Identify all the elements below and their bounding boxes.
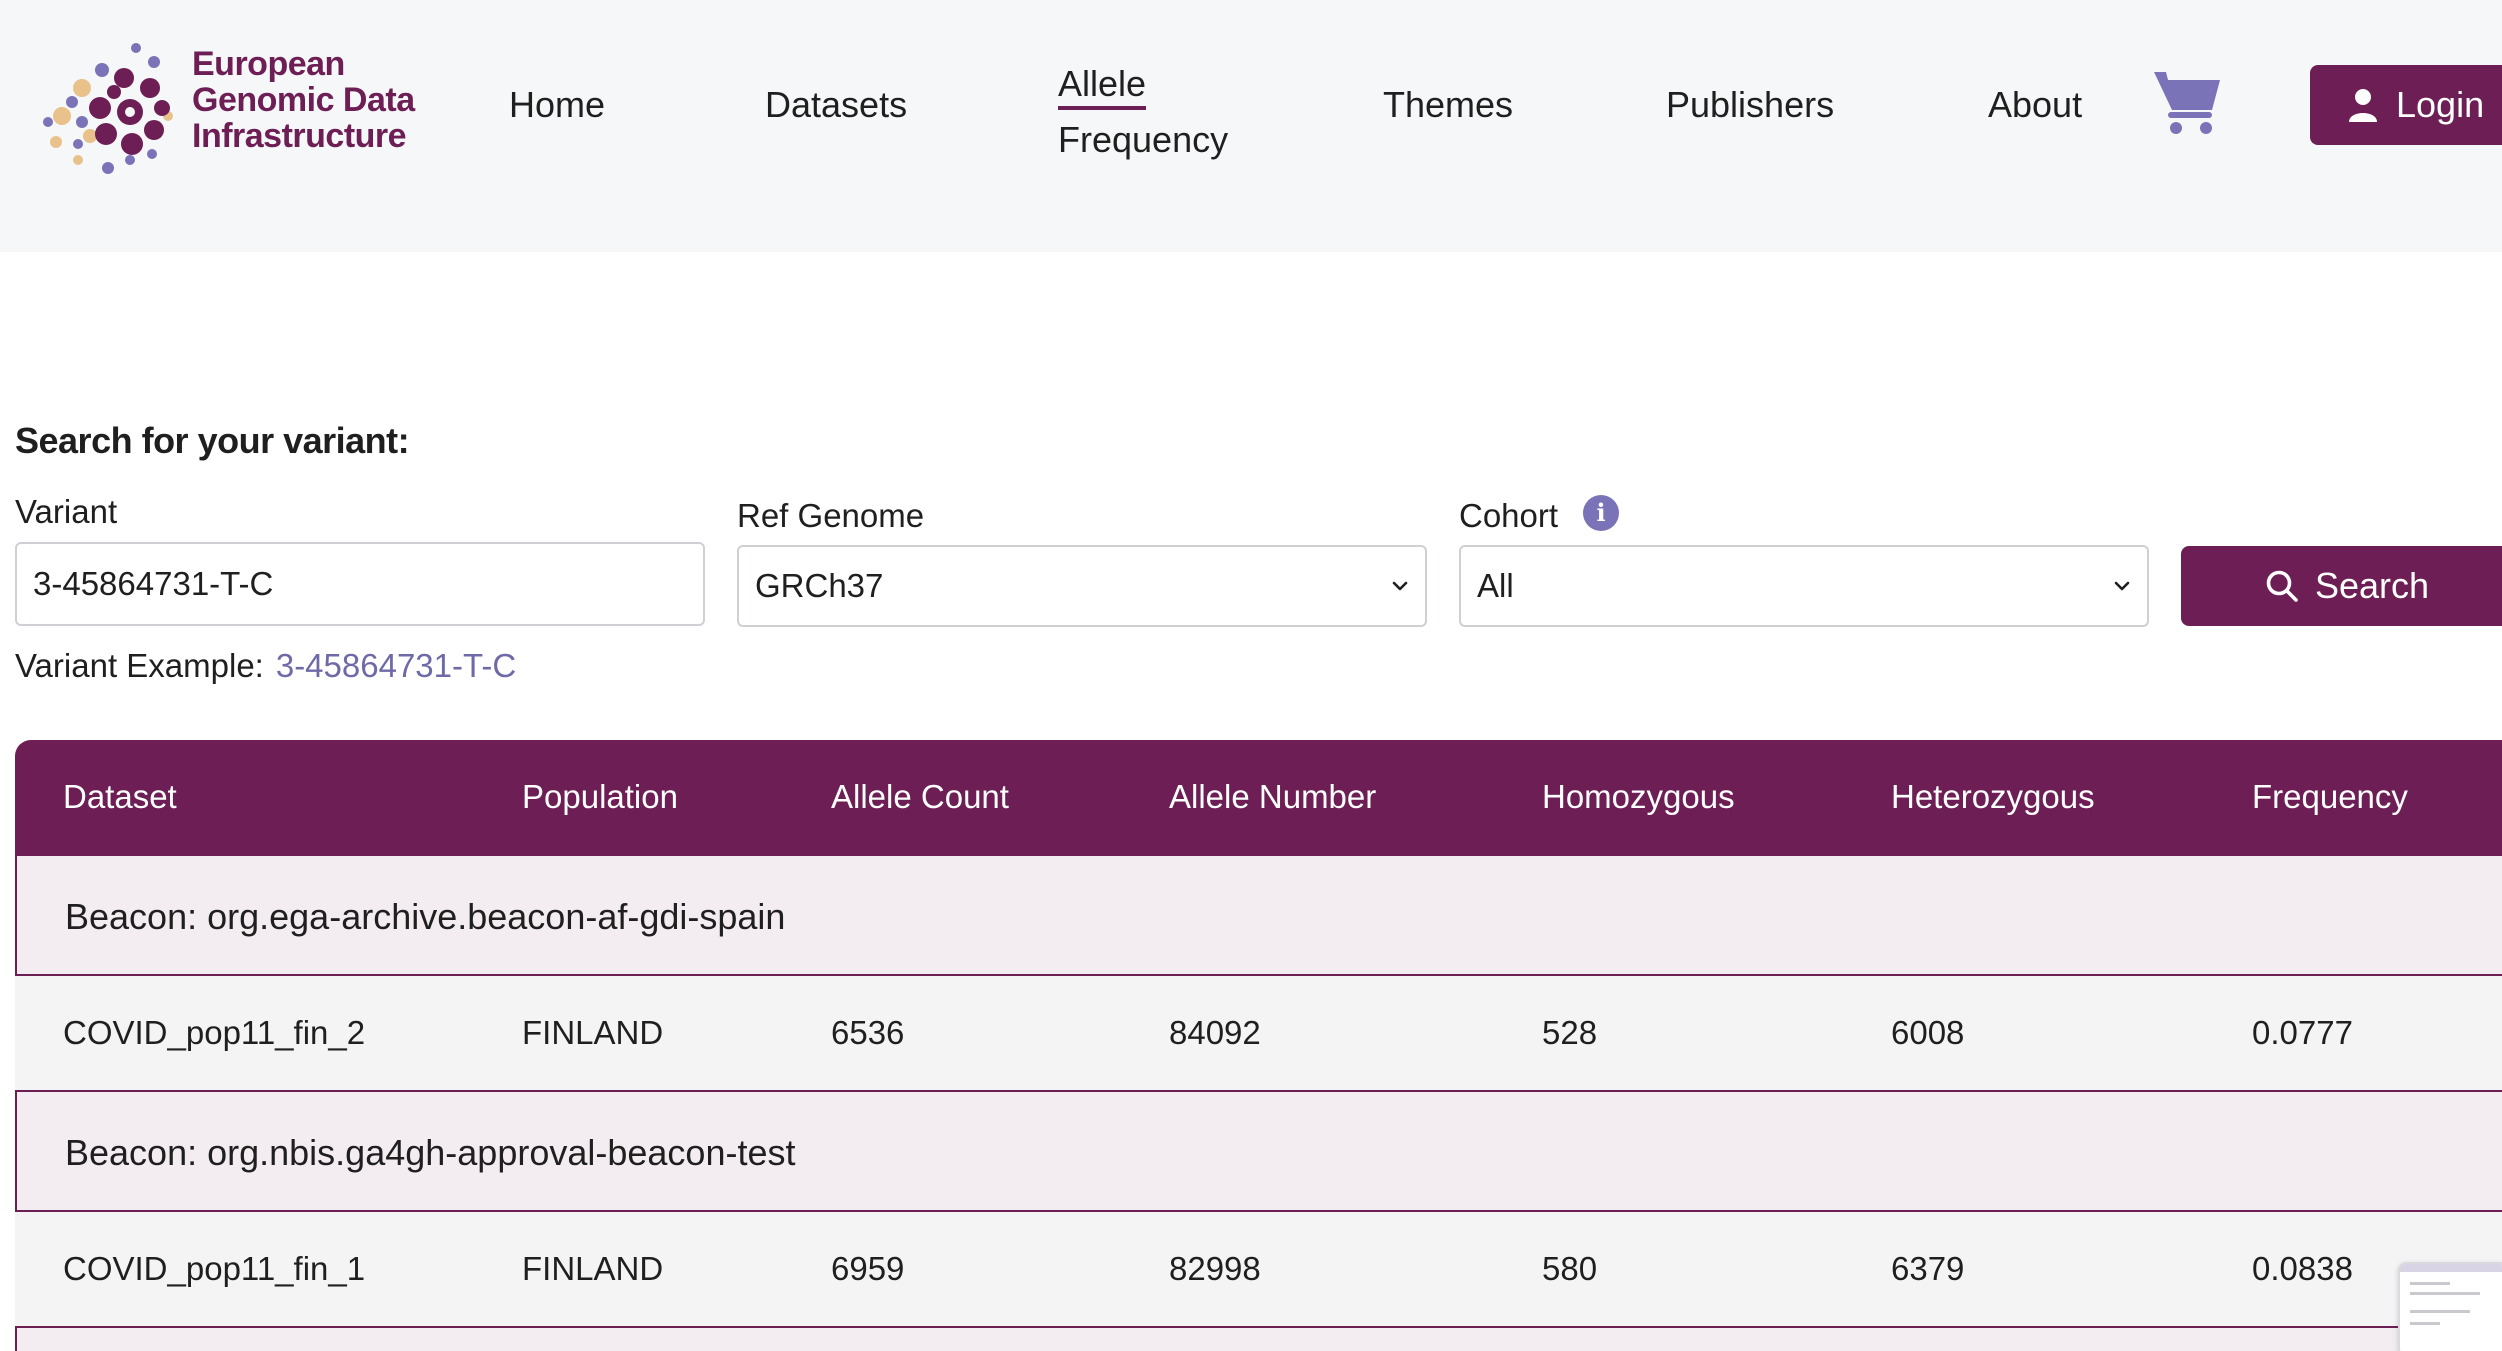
nav-themes[interactable]: Themes: [1383, 84, 1514, 125]
table-row: COVID_pop11_fin_1 FINLAND 6959 82998 580…: [15, 1212, 2502, 1326]
variant-input[interactable]: 3-45864731-T-C: [15, 542, 705, 626]
cell-dataset: COVID_pop11_fin_1: [63, 1250, 366, 1287]
search-icon: [2266, 570, 2298, 602]
nav-allele-line-1: Allele: [1058, 62, 1147, 110]
beacon-group-title: Beacon: org.ega-archive.beacon-af-gdi-sp…: [65, 896, 786, 937]
cell-population: FINLAND: [522, 1014, 664, 1051]
beacon-group-row: Beacon: org.nbis.ga4gh-approval-beacon-t…: [15, 1090, 2502, 1212]
variant-example: Variant Example: 3-45864731-T-C: [15, 647, 516, 685]
thumbnail-bar: [2400, 1264, 2502, 1272]
header-heterozygous[interactable]: Heterozygous: [1891, 778, 2095, 815]
cell-heterozygous: 6379: [1891, 1250, 1965, 1287]
search-button[interactable]: Search: [2181, 546, 2502, 626]
ref-genome-select[interactable]: GRCh37: [737, 545, 1427, 627]
table-header: Dataset Population Allele Count Allele N…: [15, 740, 2502, 854]
beacon-group-title: Beacon: org.nbis.ga4gh-approval-beacon-t…: [65, 1132, 796, 1173]
cell-frequency: 0.0838: [2252, 1250, 2353, 1287]
gdi-logo[interactable]: European Genomic Data Infrastructure: [26, 30, 426, 180]
nav-allele-frequency[interactable]: Allele Frequency: [1058, 56, 1228, 168]
beacon-group-row-partial: [15, 1326, 2502, 1351]
variant-label: Variant: [15, 493, 118, 530]
chevron-down-icon: [1392, 581, 1408, 591]
user-icon: [2349, 89, 2377, 122]
thumbnail-line: [2410, 1322, 2440, 1325]
cell-allele-number: 84092: [1169, 1014, 1261, 1051]
chevron-down-icon: [2114, 581, 2130, 591]
header-dataset[interactable]: Dataset: [63, 778, 177, 815]
nav-home[interactable]: Home: [509, 84, 606, 125]
search-button-label: Search: [2315, 565, 2430, 606]
nav-allele-line-2: Frequency: [1058, 119, 1229, 160]
nav-publishers[interactable]: Publishers: [1666, 84, 1835, 125]
variant-example-link[interactable]: 3-45864731-T-C: [275, 647, 517, 684]
header-homozygous[interactable]: Homozygous: [1542, 778, 1735, 815]
info-icon[interactable]: i: [1583, 495, 1619, 531]
cohort-label: Cohort: [1459, 497, 1559, 534]
cell-allele-count: 6959: [831, 1250, 905, 1287]
screenshot-thumbnail[interactable]: [2398, 1262, 2502, 1351]
ref-genome-label: Ref Genome: [737, 497, 925, 534]
cell-population: FINLAND: [522, 1250, 664, 1287]
header-frequency[interactable]: Frequency: [2252, 778, 2408, 815]
results-table: Dataset Population Allele Count Allele N…: [15, 740, 2502, 1351]
cell-allele-number: 82998: [1169, 1250, 1261, 1287]
shopping-cart-icon[interactable]: [2152, 68, 2222, 138]
thumbnail-line: [2410, 1310, 2470, 1313]
thumbnail-line: [2410, 1292, 2480, 1295]
gdi-logo-mark: [43, 43, 173, 174]
brand-line-1: European: [192, 45, 345, 83]
cell-dataset: COVID_pop11_fin_2: [63, 1014, 366, 1051]
header-population[interactable]: Population: [522, 778, 678, 815]
table-row: COVID_pop11_fin_2 FINLAND 6536 84092 528…: [15, 976, 2502, 1090]
cohort-value: All: [1477, 567, 1514, 604]
gdi-logo-text: European Genomic Data Infrastructure: [192, 46, 415, 154]
brand-line-3: Infrastructure: [192, 117, 407, 155]
header-allele-count[interactable]: Allele Count: [831, 778, 1009, 815]
variant-input-value: 3-45864731-T-C: [33, 565, 274, 602]
nav-about[interactable]: About: [1988, 84, 2083, 125]
nav-datasets[interactable]: Datasets: [765, 84, 908, 125]
cell-frequency: 0.0777: [2252, 1014, 2353, 1051]
cell-homozygous: 528: [1542, 1014, 1598, 1051]
login-button[interactable]: Login: [2310, 65, 2502, 145]
thumbnail-line: [2410, 1282, 2450, 1285]
cell-allele-count: 6536: [831, 1014, 905, 1051]
cohort-select[interactable]: All: [1459, 545, 2149, 627]
beacon-group-row: Beacon: org.ega-archive.beacon-af-gdi-sp…: [15, 854, 2502, 976]
login-label: Login: [2396, 84, 2485, 125]
header-allele-number[interactable]: Allele Number: [1169, 778, 1377, 815]
site-header: European Genomic Data Infrastructure Hom…: [0, 0, 2502, 252]
ref-genome-value: GRCh37: [755, 567, 884, 604]
search-title: Search for your variant:: [15, 420, 410, 461]
cell-homozygous: 580: [1542, 1250, 1598, 1287]
brand-line-2: Genomic Data: [192, 81, 415, 119]
variant-example-label: Variant Example:: [15, 647, 264, 684]
cell-heterozygous: 6008: [1891, 1014, 1965, 1051]
